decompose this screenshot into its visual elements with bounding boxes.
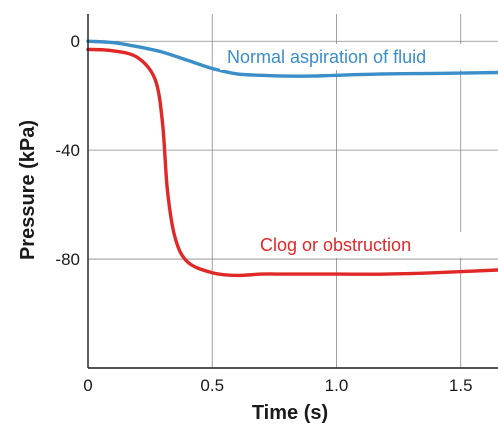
series-label-clog: Clog or obstruction — [260, 235, 411, 255]
x-tick-label: 0.5 — [200, 376, 224, 395]
x-tick-label: 1.0 — [325, 376, 349, 395]
tick-labels: 0 0.5 1.0 1.5 0 -40 -80 — [55, 32, 472, 395]
clog-label-bg — [254, 232, 464, 258]
series-label-normal: Normal aspiration of fluid — [227, 47, 426, 67]
y-axis-title: Pressure (kPa) — [17, 120, 39, 260]
y-tick-label: 0 — [71, 32, 80, 51]
y-tick-label: -80 — [55, 250, 80, 269]
normal-label-bg — [220, 44, 486, 70]
x-tick-label: 0 — [83, 376, 92, 395]
series-lines — [86, 39, 498, 278]
series-line-clog — [86, 47, 498, 278]
x-axis-title: Time (s) — [252, 402, 328, 424]
series-line-normal — [86, 39, 498, 78]
x-tick-label: 1.5 — [449, 376, 473, 395]
y-tick-label: -40 — [55, 141, 80, 160]
